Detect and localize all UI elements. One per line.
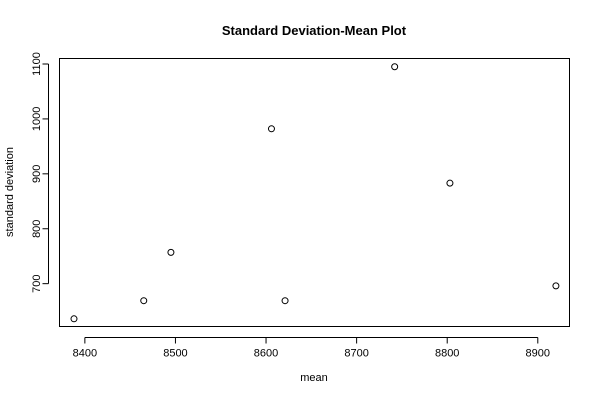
plot-frame — [59, 58, 570, 327]
data-point — [167, 248, 175, 256]
x-tick-label: 8600 — [254, 348, 278, 360]
y-tick-label: 1100 — [31, 52, 43, 76]
y-tick-label: 1000 — [31, 107, 43, 131]
data-point — [281, 297, 289, 305]
data-point — [446, 179, 454, 187]
chart-title: Standard Deviation-Mean Plot — [222, 23, 407, 38]
data-point — [70, 315, 78, 323]
data-points — [70, 63, 560, 323]
y-tick-group: 700 800 900 1000 1100 — [31, 52, 49, 293]
x-tick-label: 8800 — [435, 348, 459, 360]
x-axis: 8400 8500 8600 8700 8800 8900 — [73, 337, 550, 360]
y-axis: 700 800 900 1000 1100 — [31, 52, 49, 293]
x-tick-label: 8700 — [344, 348, 368, 360]
x-tick-label: 8900 — [526, 348, 550, 360]
data-point — [267, 125, 275, 133]
x-tick-label: 8500 — [163, 348, 187, 360]
y-axis-label: standard deviation — [4, 147, 16, 237]
x-tick-group: 8400 8500 8600 8700 8800 8900 — [73, 337, 550, 360]
data-point — [140, 297, 148, 305]
x-axis-label: mean — [300, 372, 328, 384]
data-point — [391, 63, 399, 71]
y-tick-label: 900 — [31, 165, 43, 183]
data-point — [552, 282, 560, 290]
y-tick-label: 800 — [31, 220, 43, 238]
y-tick-label: 700 — [31, 274, 43, 292]
x-tick-label: 8400 — [73, 348, 97, 360]
